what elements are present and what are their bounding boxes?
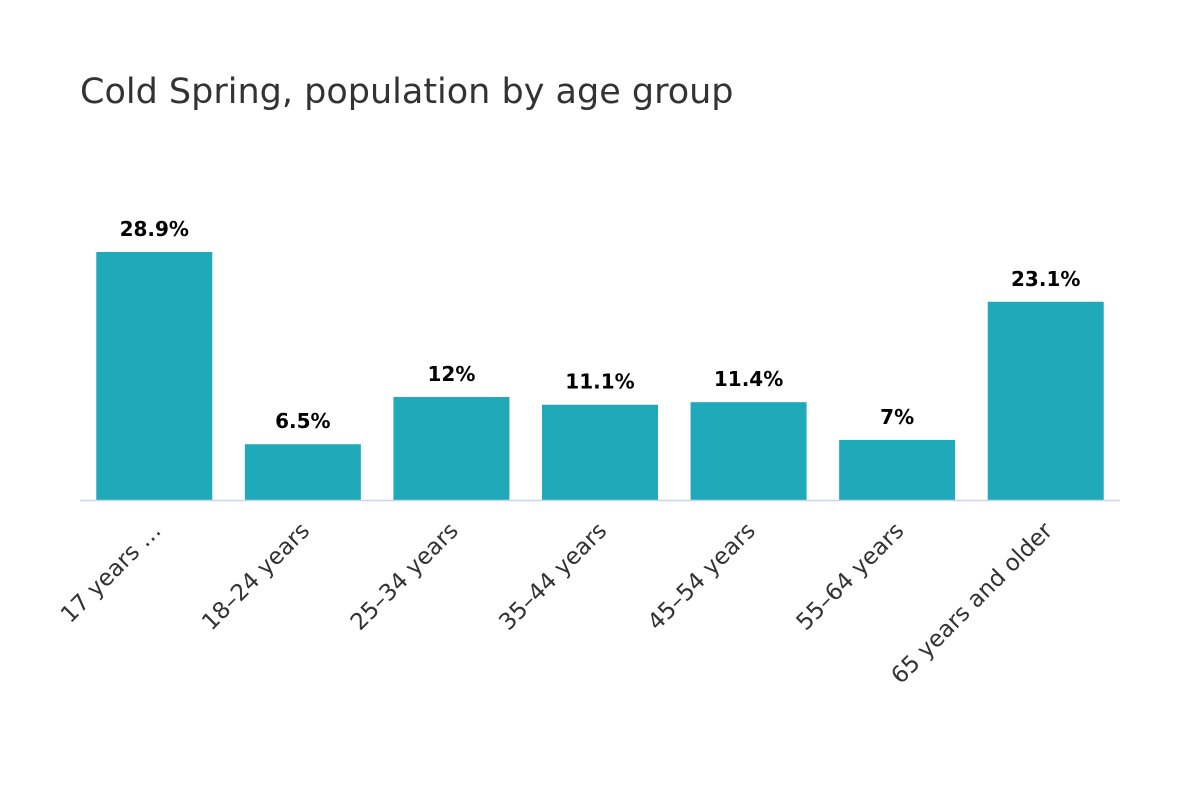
- x-tick-label: 17 years …: [56, 518, 166, 628]
- chart-title: Cold Spring, population by age group: [80, 72, 734, 112]
- x-tick-label: 35–44 years: [494, 518, 612, 636]
- bar-value-label: 11.4%: [714, 367, 783, 391]
- bar: [244, 444, 361, 500]
- x-tick-labels-group: 17 years … 18–24 years 25–34 years 35–44 ye…: [56, 517, 1058, 689]
- x-tick-label: 65 years and older: [887, 517, 1059, 689]
- bar-value-label: 12%: [427, 362, 475, 386]
- x-tick-label: 45–54 years: [643, 518, 761, 636]
- bar-value-label: 23.1%: [1011, 267, 1080, 291]
- data-labels-group: 28.9% 6.5% 12% 11.1% 11.4% 7% 23.1%: [120, 217, 1081, 433]
- x-tick-label: 25–34 years: [346, 518, 464, 636]
- bar: [987, 301, 1104, 500]
- bars-group: [96, 252, 1104, 500]
- bar-value-label: 7%: [880, 405, 914, 429]
- bar-value-label: 11.1%: [565, 370, 634, 394]
- bar-value-label: 6.5%: [275, 409, 330, 433]
- bar: [690, 402, 807, 500]
- bar-value-label: 28.9%: [120, 217, 189, 241]
- bar: [96, 252, 213, 500]
- x-tick-label: 18–24 years: [197, 518, 315, 636]
- bar: [542, 404, 658, 500]
- bar: [393, 397, 510, 500]
- x-tick-label: 55–64 years: [792, 518, 910, 636]
- bar: [839, 439, 956, 500]
